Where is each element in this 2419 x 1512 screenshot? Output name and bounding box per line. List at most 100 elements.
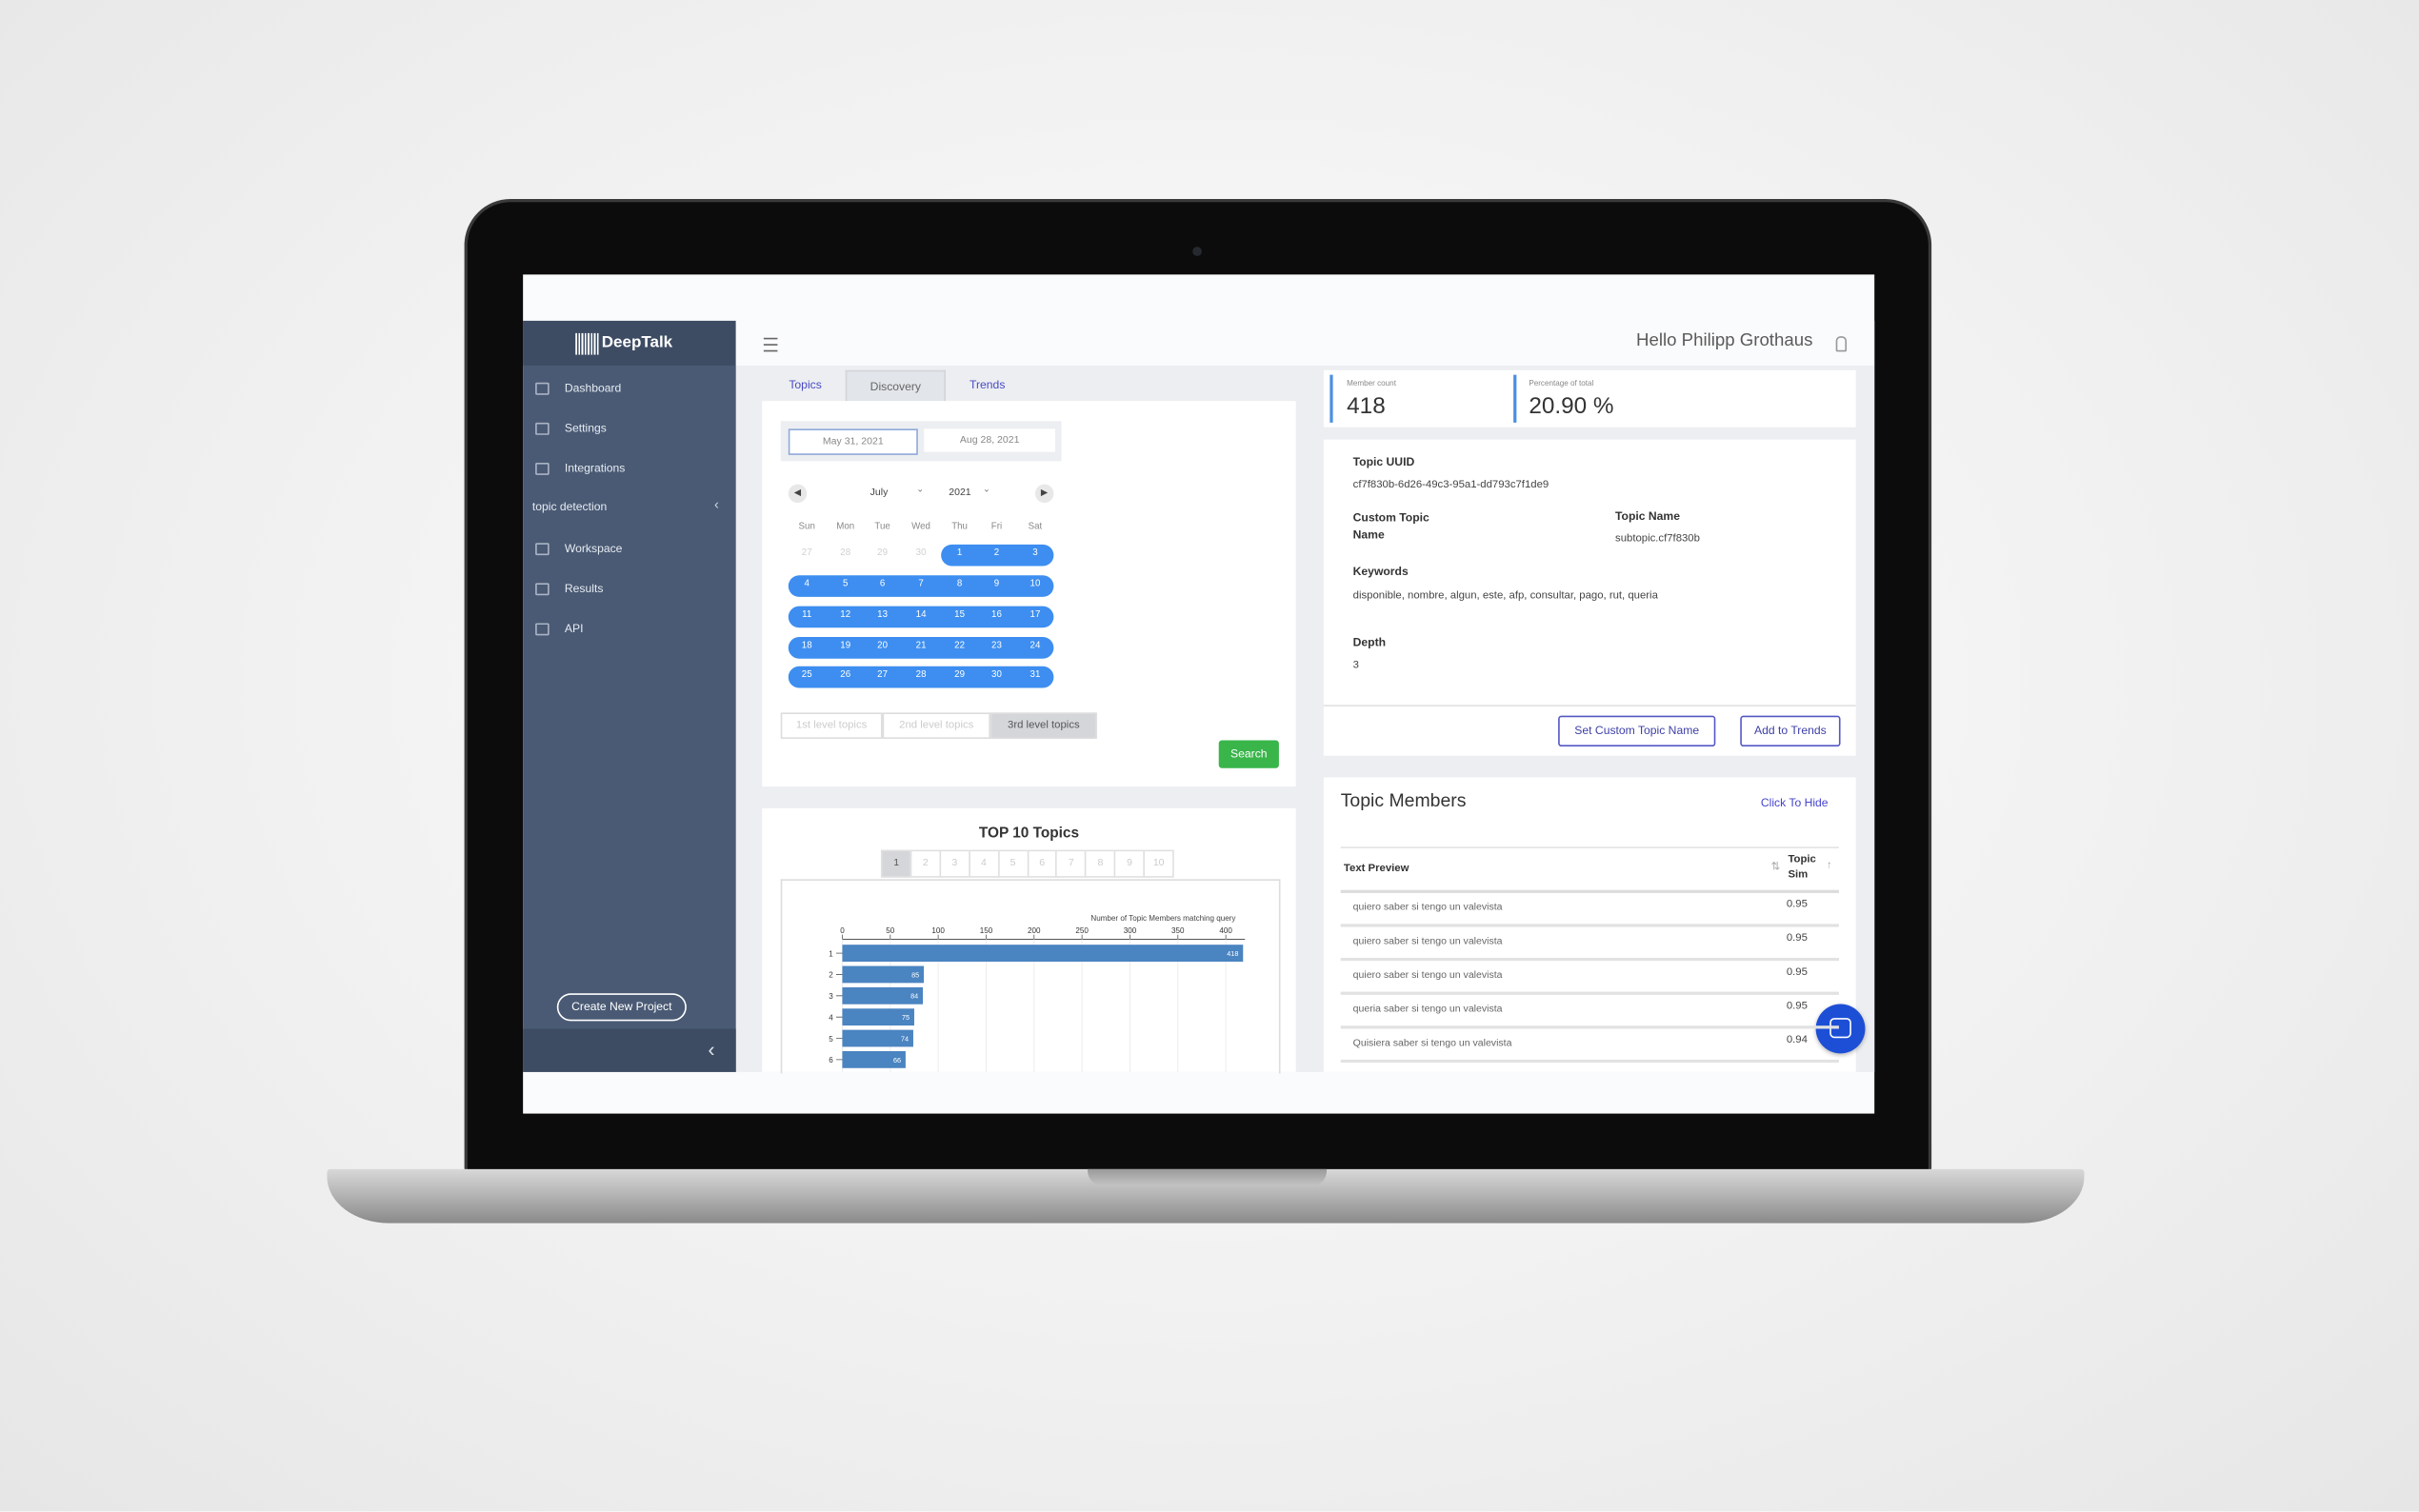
- collapse-button[interactable]: ‹: [708, 1038, 715, 1062]
- day[interactable]: 20: [877, 641, 888, 651]
- greeting: Hello Philipp Grothaus: [1636, 331, 1813, 350]
- topic-sim: 0.95: [1786, 933, 1808, 945]
- row-divider: [1340, 924, 1839, 926]
- nav-section[interactable]: topic detection: [531, 499, 608, 514]
- custom-name-label: Custom Topic Name: [1352, 510, 1429, 542]
- text-preview: quiero saber si tengo un valevista: [1352, 902, 1503, 913]
- day[interactable]: 4: [804, 580, 810, 589]
- day[interactable]: 17: [1030, 610, 1041, 621]
- date-end[interactable]: Aug 28, 2021: [924, 428, 1056, 452]
- text-preview: quiero saber si tengo un valevista: [1352, 969, 1503, 982]
- stat-accent: [1329, 374, 1333, 423]
- day[interactable]: 27: [877, 670, 888, 681]
- tabs: Topics Discovery Trends: [762, 369, 1295, 402]
- date-start[interactable]: May 31, 2021: [788, 428, 918, 455]
- search-button[interactable]: Search: [1218, 740, 1279, 768]
- day[interactable]: 12: [840, 610, 851, 621]
- nav-item[interactable]: Dashboard: [564, 381, 622, 395]
- page-button[interactable]: 3: [939, 849, 970, 878]
- nav-item[interactable]: Integrations: [564, 461, 626, 475]
- day[interactable]: 30: [991, 670, 1002, 681]
- nav-item[interactable]: Results: [564, 581, 604, 596]
- tab[interactable]: Topics: [789, 377, 822, 392]
- day[interactable]: 31: [1030, 670, 1041, 681]
- week-range: [788, 666, 1054, 688]
- day[interactable]: 9: [993, 580, 1000, 589]
- topic-card: [1323, 439, 1856, 756]
- day[interactable]: 28: [915, 670, 927, 681]
- sort-icon[interactable]: ↑: [1826, 860, 1832, 872]
- day[interactable]: 8: [956, 580, 963, 589]
- day[interactable]: 29: [877, 548, 888, 559]
- page-button[interactable]: 10: [1143, 849, 1174, 878]
- day[interactable]: 5: [842, 580, 849, 589]
- day[interactable]: 30: [915, 548, 927, 559]
- row-divider: [1340, 957, 1839, 961]
- day[interactable]: 27: [801, 548, 812, 559]
- day[interactable]: 11: [802, 610, 812, 621]
- nav-icon: [535, 422, 550, 435]
- table-header-bottom: [1340, 889, 1839, 893]
- laptop-notch: [1088, 1168, 1328, 1186]
- add-to-trends-button[interactable]: Add to Trends: [1740, 715, 1841, 747]
- month-select[interactable]: July: [870, 487, 889, 499]
- row-divider: [1340, 991, 1839, 995]
- day[interactable]: 28: [840, 548, 851, 559]
- level-button[interactable]: 1st level topics: [780, 712, 883, 739]
- menu-button[interactable]: [763, 337, 778, 352]
- day[interactable]: 24: [1030, 641, 1041, 651]
- day[interactable]: 15: [954, 610, 965, 621]
- day[interactable]: 23: [991, 641, 1002, 651]
- tab[interactable]: Discovery: [845, 369, 946, 402]
- page-button[interactable]: 8: [1085, 849, 1116, 878]
- nav-item[interactable]: Workspace: [564, 541, 623, 556]
- page-button[interactable]: 1: [880, 849, 912, 878]
- create-project-button[interactable]: Create New Project: [556, 993, 687, 1022]
- percentage: 20.90 %: [1529, 393, 1614, 420]
- level-button[interactable]: 3rd level topics: [990, 712, 1097, 739]
- page-button[interactable]: 5: [997, 849, 1029, 878]
- keywords: disponible, nombre, algun, este, afp, co…: [1352, 590, 1658, 602]
- day[interactable]: 10: [1030, 580, 1041, 589]
- weekday: Thu: [951, 523, 968, 532]
- sort-icon[interactable]: ⇅: [1770, 862, 1781, 873]
- day[interactable]: 6: [879, 580, 886, 589]
- set-custom-name-button[interactable]: Set Custom Topic Name: [1558, 715, 1716, 747]
- week-range: [941, 544, 1054, 567]
- day[interactable]: 16: [991, 610, 1002, 621]
- weekday: Sun: [798, 523, 815, 532]
- day[interactable]: 3: [1032, 548, 1038, 559]
- user-icon[interactable]: [1835, 336, 1848, 352]
- chat-button[interactable]: [1815, 1004, 1866, 1054]
- year-select[interactable]: 2021: [949, 487, 971, 499]
- level-button[interactable]: 2nd level topics: [882, 712, 990, 739]
- nav-icon: [535, 543, 550, 556]
- day[interactable]: 1: [956, 548, 963, 559]
- day[interactable]: 2: [993, 548, 1000, 559]
- page-button[interactable]: 7: [1055, 849, 1088, 878]
- year-caret: ⌄: [982, 486, 991, 495]
- tab[interactable]: Trends: [970, 377, 1006, 392]
- day[interactable]: 13: [877, 610, 888, 621]
- nav-item[interactable]: Settings: [564, 421, 607, 435]
- day[interactable]: 21: [915, 641, 927, 651]
- day[interactable]: 19: [840, 641, 851, 651]
- next-month[interactable]: ▶: [1034, 484, 1054, 504]
- hide-toggle[interactable]: Click To Hide: [1760, 795, 1829, 810]
- page-button[interactable]: 9: [1113, 849, 1146, 878]
- day[interactable]: 14: [915, 610, 927, 621]
- day[interactable]: 25: [801, 670, 812, 681]
- page-button[interactable]: 4: [968, 849, 1000, 878]
- section-caret: ‹: [714, 496, 719, 512]
- day[interactable]: 7: [918, 580, 924, 589]
- page-button[interactable]: 6: [1027, 849, 1058, 878]
- nav-item[interactable]: API: [564, 621, 584, 636]
- day[interactable]: 26: [840, 670, 851, 681]
- day[interactable]: 29: [954, 670, 965, 681]
- page-button[interactable]: 2: [910, 849, 941, 878]
- keywords-label: Keywords: [1352, 564, 1409, 579]
- day[interactable]: 22: [954, 641, 965, 651]
- day[interactable]: 18: [801, 641, 812, 651]
- prev-month[interactable]: ◀: [788, 484, 808, 504]
